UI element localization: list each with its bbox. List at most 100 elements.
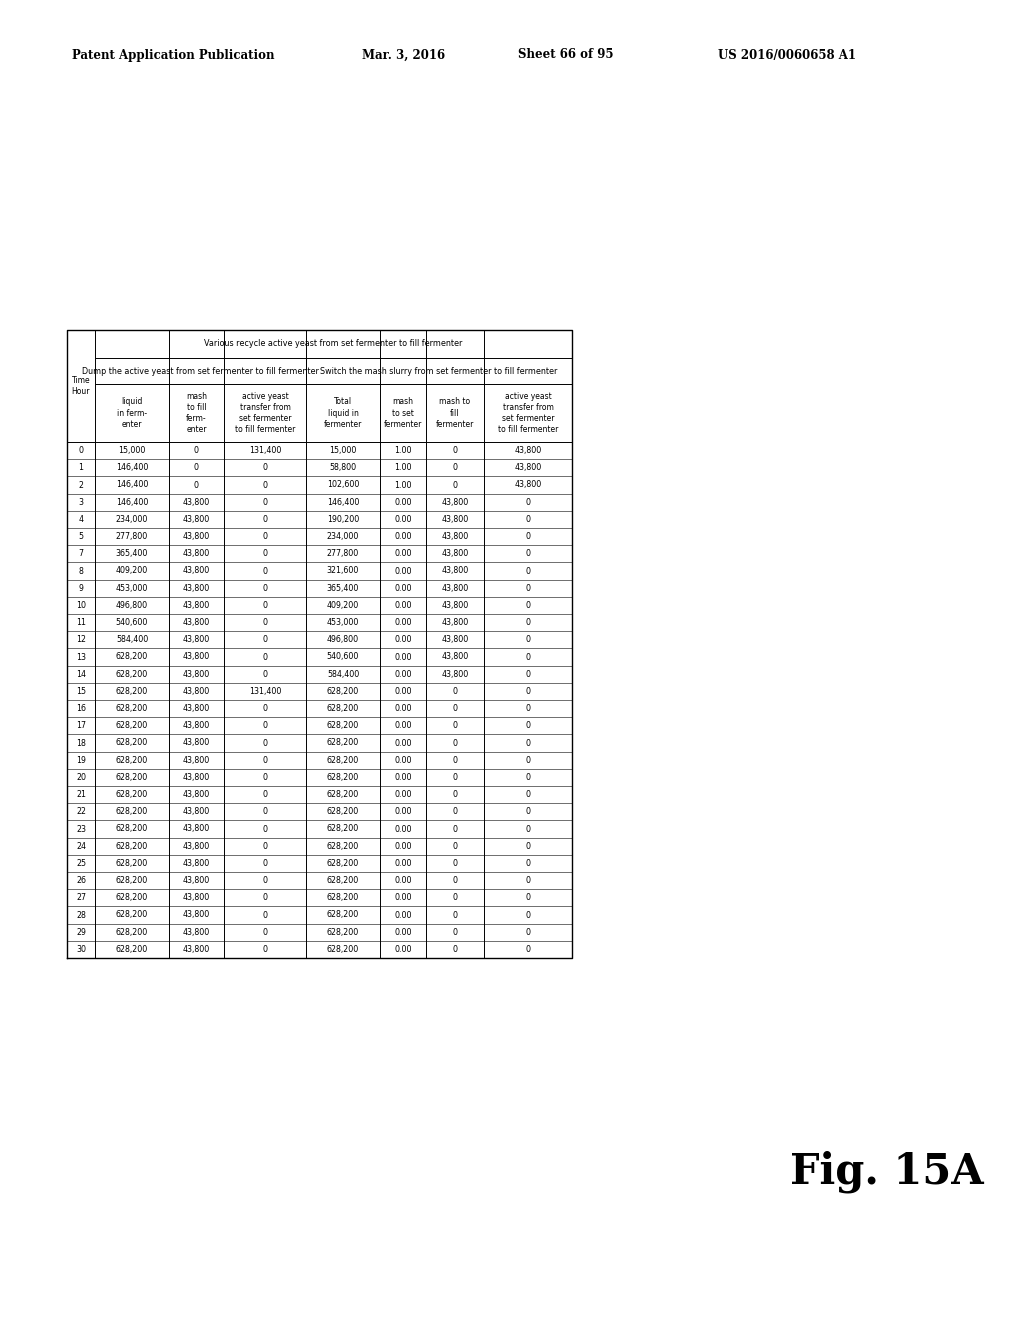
Text: 58,800: 58,800	[330, 463, 356, 473]
Text: 496,800: 496,800	[327, 635, 359, 644]
Text: 16: 16	[76, 704, 86, 713]
Text: 0.00: 0.00	[394, 532, 412, 541]
Text: 496,800: 496,800	[116, 601, 148, 610]
Text: 628,200: 628,200	[327, 755, 359, 764]
Text: 43,800: 43,800	[183, 618, 210, 627]
Text: 27: 27	[76, 894, 86, 903]
Text: 0: 0	[525, 669, 530, 678]
Text: 0: 0	[262, 652, 267, 661]
Text: 131,400: 131,400	[249, 446, 282, 455]
Text: Various recycle active yeast from set fermenter to fill fermenter: Various recycle active yeast from set fe…	[205, 339, 463, 348]
Text: 43,800: 43,800	[183, 704, 210, 713]
Text: 0.00: 0.00	[394, 738, 412, 747]
Text: 0: 0	[262, 755, 267, 764]
Text: 0: 0	[453, 791, 458, 799]
Text: 43,800: 43,800	[183, 532, 210, 541]
Text: 0.00: 0.00	[394, 618, 412, 627]
Text: 26: 26	[76, 876, 86, 886]
Text: 21: 21	[76, 791, 86, 799]
Text: mash to
fill
fermenter: mash to fill fermenter	[436, 397, 474, 429]
Text: US 2016/0060658 A1: US 2016/0060658 A1	[718, 49, 856, 62]
Text: 0: 0	[262, 945, 267, 954]
Text: 0: 0	[525, 859, 530, 869]
Text: 146,400: 146,400	[116, 498, 148, 507]
Text: Sheet 66 of 95: Sheet 66 of 95	[518, 49, 613, 62]
Text: 0: 0	[525, 686, 530, 696]
Text: Switch the mash slurry from set fermenter to fill fermenter: Switch the mash slurry from set fermente…	[321, 367, 558, 375]
Text: 0: 0	[262, 704, 267, 713]
Text: 0: 0	[525, 755, 530, 764]
Text: 628,200: 628,200	[116, 721, 148, 730]
Text: 0: 0	[525, 721, 530, 730]
Text: 0: 0	[453, 928, 458, 937]
Text: 43,800: 43,800	[183, 635, 210, 644]
Text: 0: 0	[525, 842, 530, 850]
Text: 0: 0	[525, 945, 530, 954]
Text: 628,200: 628,200	[116, 894, 148, 903]
Text: 0: 0	[525, 566, 530, 576]
Text: 1.00: 1.00	[394, 480, 412, 490]
Text: 409,200: 409,200	[116, 566, 148, 576]
Text: 234,000: 234,000	[116, 515, 148, 524]
Text: 43,800: 43,800	[183, 825, 210, 833]
Text: 365,400: 365,400	[327, 583, 359, 593]
Text: 0: 0	[262, 618, 267, 627]
Text: 628,200: 628,200	[327, 774, 359, 781]
Text: 4: 4	[79, 515, 84, 524]
Text: 20: 20	[76, 774, 86, 781]
Text: 0: 0	[262, 808, 267, 816]
Text: 0: 0	[453, 755, 458, 764]
Text: 0.00: 0.00	[394, 721, 412, 730]
Text: 277,800: 277,800	[327, 549, 359, 558]
Text: 0.00: 0.00	[394, 876, 412, 886]
Text: 0.00: 0.00	[394, 601, 412, 610]
Text: 0: 0	[262, 928, 267, 937]
Text: 43,800: 43,800	[183, 774, 210, 781]
Text: 146,400: 146,400	[327, 498, 359, 507]
Text: 628,200: 628,200	[116, 945, 148, 954]
Text: 0.00: 0.00	[394, 808, 412, 816]
Text: 0: 0	[525, 704, 530, 713]
Text: 2: 2	[79, 480, 84, 490]
Text: 0: 0	[525, 774, 530, 781]
Text: 43,800: 43,800	[183, 755, 210, 764]
Text: 29: 29	[76, 928, 86, 937]
Text: 628,200: 628,200	[327, 911, 359, 920]
Text: 0: 0	[262, 825, 267, 833]
Text: 0: 0	[262, 859, 267, 869]
Text: 5: 5	[79, 532, 84, 541]
Text: 0.00: 0.00	[394, 515, 412, 524]
Text: 11: 11	[76, 618, 86, 627]
Text: 43,800: 43,800	[441, 601, 469, 610]
Text: 628,200: 628,200	[116, 652, 148, 661]
Text: 0: 0	[262, 721, 267, 730]
Text: 43,800: 43,800	[183, 876, 210, 886]
Text: 0: 0	[525, 635, 530, 644]
Text: 0: 0	[262, 911, 267, 920]
Text: 0: 0	[453, 911, 458, 920]
Text: 628,200: 628,200	[327, 738, 359, 747]
Text: 453,000: 453,000	[327, 618, 359, 627]
Text: 0: 0	[453, 808, 458, 816]
Text: 0.00: 0.00	[394, 842, 412, 850]
Text: 628,200: 628,200	[327, 928, 359, 937]
Text: 0: 0	[525, 532, 530, 541]
Text: 628,200: 628,200	[116, 755, 148, 764]
Text: 365,400: 365,400	[116, 549, 148, 558]
Text: 628,200: 628,200	[116, 669, 148, 678]
Text: 43,800: 43,800	[441, 583, 469, 593]
Text: 0: 0	[194, 463, 199, 473]
Text: 0: 0	[262, 480, 267, 490]
Text: 0: 0	[262, 532, 267, 541]
Text: mash
to set
fermenter: mash to set fermenter	[384, 397, 422, 429]
Text: 0: 0	[262, 635, 267, 644]
Text: 43,800: 43,800	[441, 549, 469, 558]
Text: 15: 15	[76, 686, 86, 696]
Text: active yeast
transfer from
set fermenter
to fill fermenter: active yeast transfer from set fermenter…	[234, 392, 295, 434]
Text: 28: 28	[76, 911, 86, 920]
Text: 0.00: 0.00	[394, 755, 412, 764]
Text: 0: 0	[262, 583, 267, 593]
Text: 0: 0	[525, 498, 530, 507]
Text: 30: 30	[76, 945, 86, 954]
Text: 0: 0	[79, 446, 84, 455]
